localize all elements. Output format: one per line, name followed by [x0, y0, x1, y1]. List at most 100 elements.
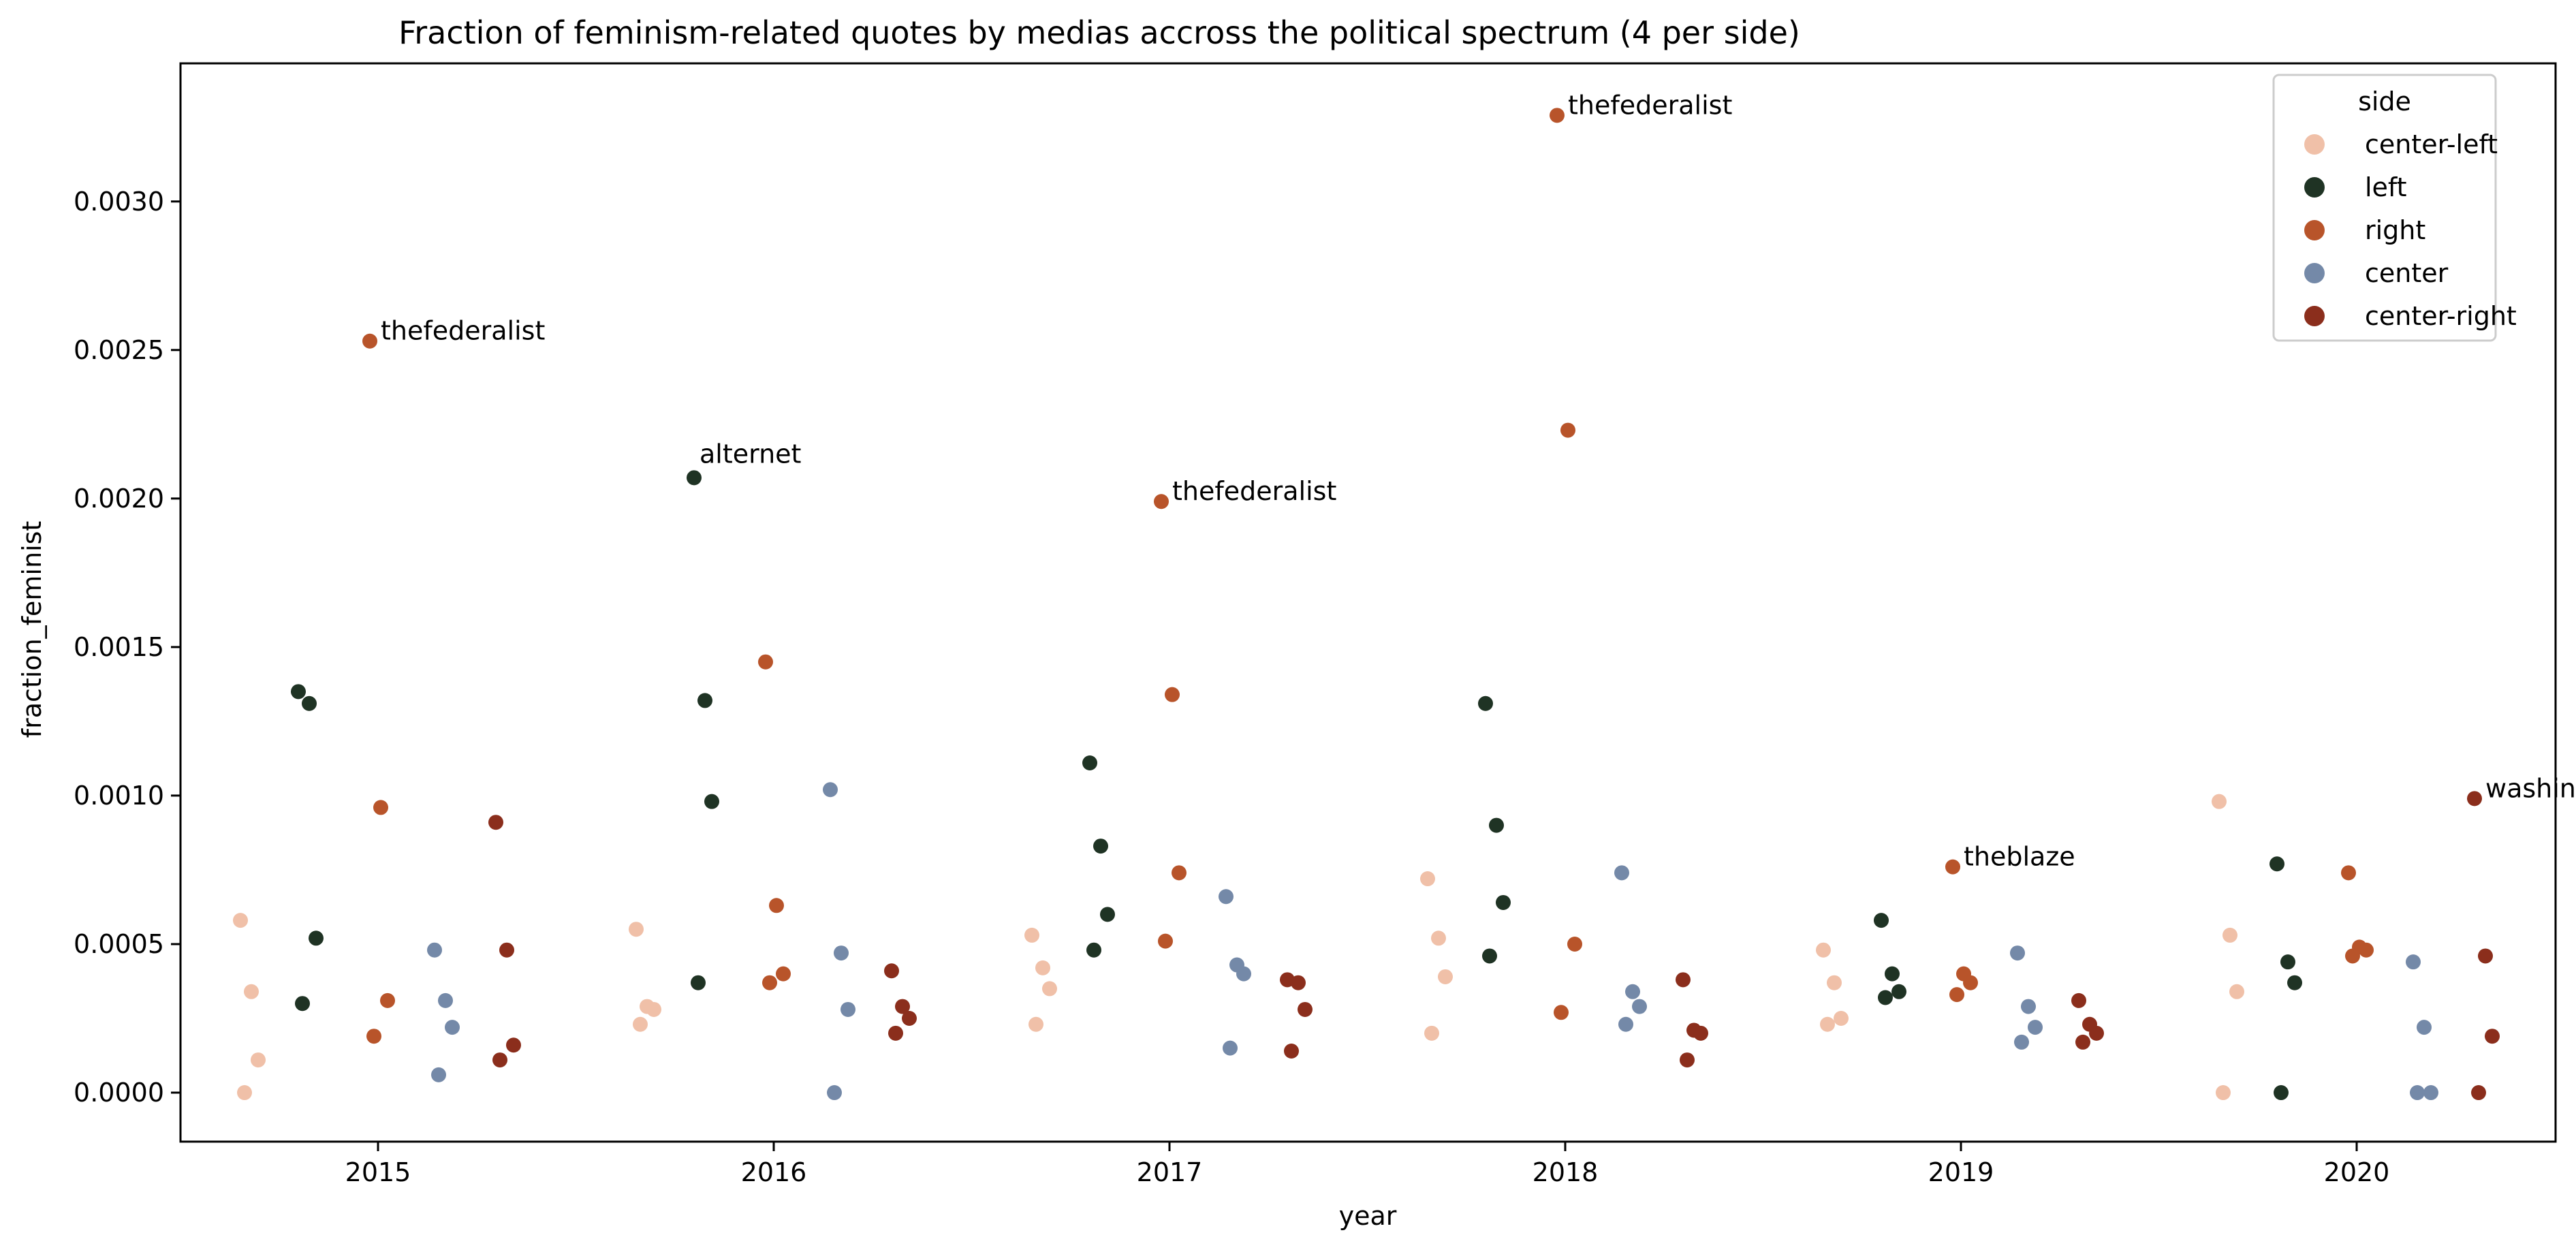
point-left: [1478, 695, 1493, 711]
y-axis-ticks: 0.0000 0.0005 0.0010 0.0015 0.0020 0.0025 0.00…: [74, 187, 180, 1108]
point-left: [2280, 954, 2295, 970]
point-center: [445, 1020, 460, 1035]
point-left: [1878, 990, 1893, 1005]
data-points: [233, 108, 2500, 1101]
point-center-left: [629, 922, 644, 937]
point-left: [1093, 839, 1108, 854]
point-left: [687, 470, 702, 486]
point-center: [2014, 1034, 2029, 1050]
point-left: [1086, 942, 1101, 958]
point-center-right: [884, 963, 899, 979]
point-left: [697, 693, 712, 708]
point-left: [1885, 966, 1900, 982]
point-right: [1172, 865, 1187, 881]
point-center-right: [2485, 1029, 2500, 1044]
legend-entries: center-left left right center center-right: [2304, 129, 2517, 331]
y-tick-label: 0.0020: [74, 484, 164, 514]
point-center: [1632, 999, 1647, 1014]
point-right: [2359, 942, 2374, 958]
point-center: [2406, 954, 2421, 970]
x-tick-label: 2019: [1928, 1157, 1994, 1187]
point-center: [2410, 1085, 2425, 1101]
point-right: [380, 992, 395, 1008]
legend-label: center-left: [2365, 129, 2498, 159]
point-right: [2341, 865, 2356, 881]
legend-marker-center-right: [2304, 306, 2325, 326]
point-center-left: [1438, 969, 1453, 984]
point-center-right: [488, 815, 503, 830]
point-center-right: [2467, 791, 2482, 807]
point-center-left: [2212, 794, 2227, 809]
point-center-right: [888, 1025, 903, 1041]
point-right: [1560, 422, 1575, 438]
point-right: [776, 966, 791, 982]
point-left: [1489, 817, 1504, 833]
point-center-left: [251, 1052, 266, 1068]
x-tick-label: 2017: [1137, 1157, 1203, 1187]
legend-label: center: [2365, 258, 2449, 288]
point-center-left: [2222, 927, 2237, 943]
point-center: [1618, 1016, 1633, 1032]
legend-label: left: [2365, 172, 2407, 202]
point-center: [431, 1067, 446, 1082]
legend-title: side: [2358, 87, 2411, 116]
point-right: [1158, 933, 1173, 949]
point-center-right: [1676, 972, 1691, 988]
point-center: [2417, 1020, 2432, 1035]
point-right: [1945, 859, 1960, 875]
y-tick-label: 0.0025: [74, 335, 164, 365]
point-label: thefederalist: [1568, 90, 1732, 120]
point-center-right: [1291, 975, 1306, 990]
point-center-left: [237, 1085, 252, 1101]
legend-marker-left: [2304, 177, 2325, 198]
point-left: [291, 684, 306, 700]
point-left: [2269, 856, 2284, 872]
point-center: [2021, 999, 2036, 1014]
legend-box: [2272, 74, 2497, 342]
point-right: [362, 333, 377, 349]
legend-marker-center: [2304, 263, 2325, 283]
point-left: [1082, 755, 1097, 770]
point-left: [1100, 907, 1115, 922]
point-center: [1236, 966, 1251, 982]
point-left: [309, 930, 324, 946]
point-center-right: [1284, 1043, 1299, 1059]
point-center: [2423, 1085, 2438, 1101]
point-center: [827, 1085, 842, 1101]
point-center-left: [1042, 981, 1057, 997]
point-right: [1963, 975, 1978, 990]
point-center-left: [1028, 1016, 1043, 1032]
point-right: [1949, 987, 1964, 1003]
point-center-right: [895, 999, 910, 1014]
point-label: thefederalist: [381, 316, 545, 346]
point-center-right: [2071, 992, 2086, 1008]
y-tick-label: 0.0030: [74, 187, 164, 217]
legend-marker-center-left: [2304, 134, 2325, 155]
point-center-left: [1827, 975, 1842, 990]
point-center-left: [1820, 1016, 1835, 1032]
y-tick-label: 0.0000: [74, 1078, 164, 1108]
point-center-right: [499, 942, 514, 958]
point-left: [295, 996, 310, 1012]
legend-label: right: [2365, 215, 2425, 245]
point-label: theblaze: [1964, 842, 2075, 872]
point-center: [1219, 889, 1234, 905]
point-right: [762, 975, 777, 990]
point-right: [1550, 108, 1565, 123]
point-center-left: [1024, 927, 1039, 943]
legend: side center-left left right center center-ri…: [2272, 74, 2517, 342]
point-center: [427, 942, 442, 958]
point-left: [302, 695, 317, 711]
point-right: [1554, 1005, 1569, 1020]
point-center-left: [633, 1016, 648, 1032]
point-left: [2274, 1085, 2289, 1101]
point-annotations: thefederalist thefederalist thefederalist t…: [381, 90, 2576, 871]
point-center-right: [2089, 1025, 2104, 1041]
y-axis-label: fraction_feminist: [17, 521, 47, 738]
point-center-right: [2478, 948, 2493, 964]
point-center: [438, 992, 453, 1008]
point-right: [366, 1029, 381, 1044]
point-center: [841, 1001, 855, 1017]
